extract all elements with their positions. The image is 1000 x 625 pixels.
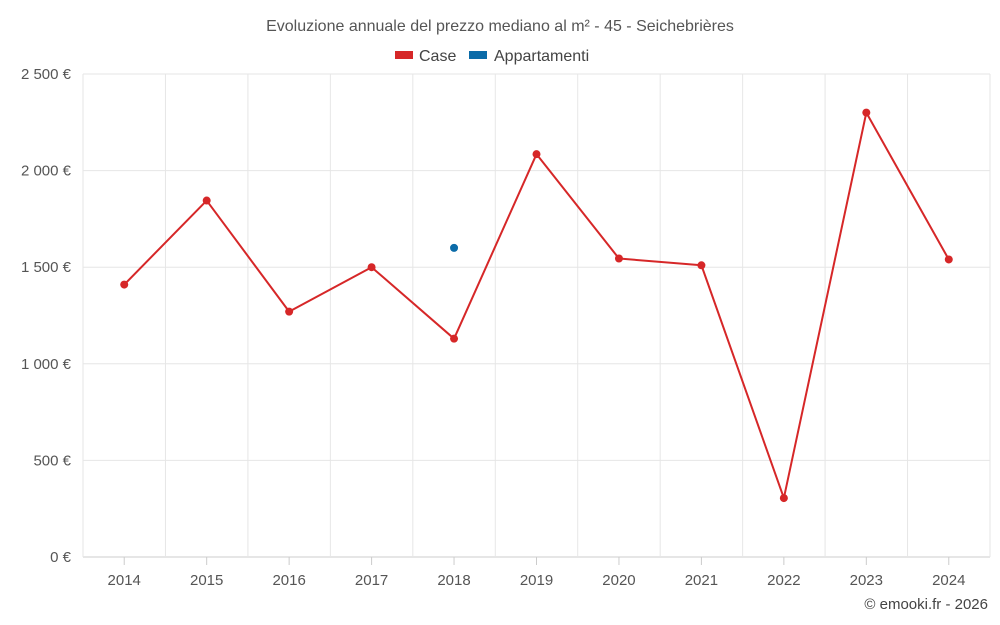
y-tick-label: 1 000 € (21, 356, 72, 373)
x-gridlines (82, 74, 991, 557)
legend-swatch-appartamenti (469, 51, 487, 59)
y-tick-label: 2 000 € (21, 163, 72, 180)
y-axis-tick-labels: 0 € 500 € 1 000 € 1 500 € 2 000 € 2 500 € (21, 66, 72, 566)
y-gridlines (83, 73, 990, 558)
legend-label-case: Case (419, 48, 456, 65)
legend-label-appartamenti: Appartamenti (494, 48, 589, 65)
x-tick-label: 2016 (272, 572, 305, 589)
x-tick-label: 2018 (437, 572, 470, 589)
data-point-case-2019[interactable] (532, 150, 541, 159)
x-tick-label: 2023 (850, 572, 883, 589)
x-tick-label: 2015 (190, 572, 223, 589)
y-tick-label: 2 500 € (21, 66, 72, 83)
x-tick-label: 2019 (520, 572, 553, 589)
data-point-appartamenti-2018[interactable] (450, 243, 459, 252)
x-axis-ticks (123, 557, 950, 565)
y-tick-label: 500 € (33, 452, 71, 469)
data-point-case-2017[interactable] (367, 263, 376, 272)
y-tick-label: 1 500 € (21, 259, 72, 276)
data-point-case-2024[interactable] (944, 255, 953, 264)
legend-item-appartamenti[interactable]: Appartamenti (469, 48, 589, 65)
x-tick-label: 2017 (355, 572, 388, 589)
data-point-case-2022[interactable] (779, 494, 788, 503)
data-point-case-2014[interactable] (120, 280, 129, 289)
legend: Case Appartamenti (395, 48, 589, 65)
data-point-case-2023[interactable] (862, 108, 871, 117)
data-point-case-2016[interactable] (285, 307, 294, 316)
data-point-case-2015[interactable] (202, 196, 211, 205)
x-tick-label: 2022 (767, 572, 800, 589)
x-tick-label: 2021 (685, 572, 718, 589)
data-point-case-2020[interactable] (614, 254, 623, 263)
series-points (120, 108, 953, 503)
x-tick-label: 2024 (932, 572, 965, 589)
legend-item-case[interactable]: Case (395, 48, 456, 65)
legend-swatch-case (395, 51, 413, 59)
x-tick-label: 2014 (108, 572, 141, 589)
y-tick-label: 0 € (50, 549, 72, 566)
credit-text: © emooki.fr - 2026 (864, 596, 988, 613)
data-point-case-2021[interactable] (697, 261, 706, 270)
x-axis-tick-labels: 2014 2015 2016 2017 2018 2019 2020 2021 2022 2023… (108, 572, 966, 589)
chart-title: Evoluzione annuale del prezzo mediano al… (266, 18, 734, 35)
x-tick-label: 2020 (602, 572, 635, 589)
data-point-case-2018[interactable] (450, 334, 459, 343)
